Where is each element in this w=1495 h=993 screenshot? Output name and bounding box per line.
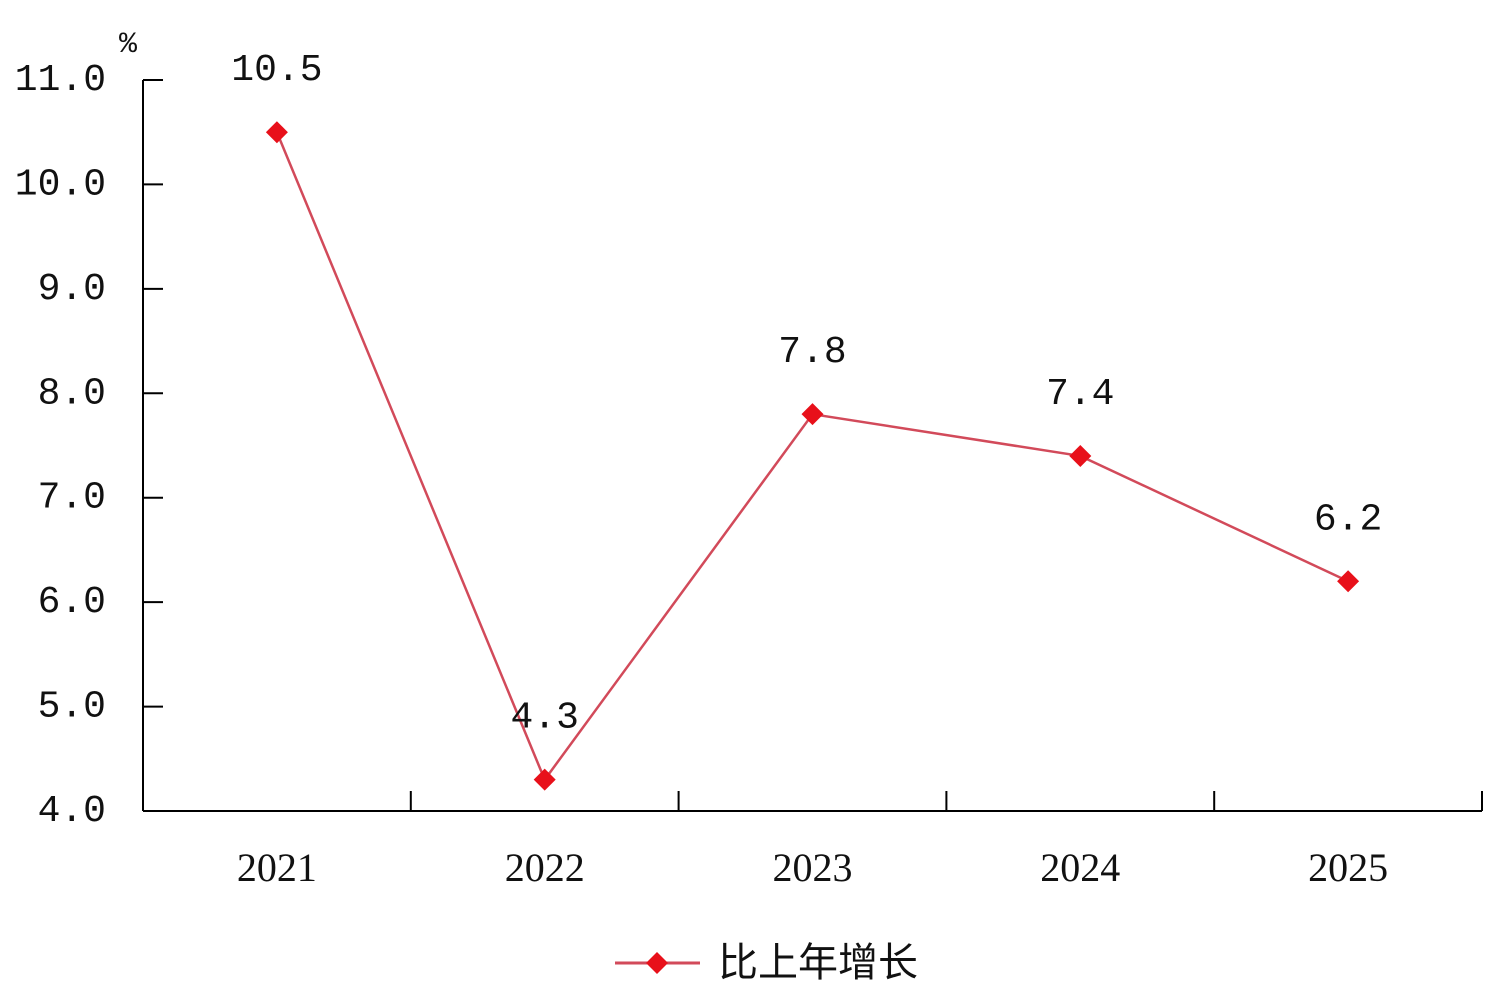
legend-marker [646, 952, 668, 974]
marker [533, 768, 556, 791]
x-tick-label: 2023 [773, 845, 853, 890]
series-line [275, 131, 1349, 783]
x-tick-label: 2022 [505, 845, 585, 890]
y-axis-label: % [119, 28, 138, 62]
y-tick-label: 4.0 [38, 790, 106, 833]
marker [265, 121, 288, 144]
y-tick-label: 10.0 [15, 163, 106, 206]
data-label: 4.3 [510, 697, 578, 740]
y-tick-label: 6.0 [38, 581, 106, 624]
marker [1337, 570, 1360, 593]
y-tick-label: 8.0 [38, 372, 106, 415]
y-tick-label: 9.0 [38, 268, 106, 311]
y-tick-label: 5.0 [38, 686, 106, 729]
legend-label: 比上年增长 [718, 940, 918, 986]
data-label: 7.4 [1046, 373, 1114, 416]
x-tick-label: 2024 [1040, 845, 1120, 890]
data-label: 6.2 [1314, 498, 1382, 541]
data-label: 7.8 [778, 331, 846, 374]
data-label: 10.5 [231, 49, 322, 92]
y-tick-label: 11.0 [15, 59, 106, 102]
x-tick-label: 2021 [237, 845, 317, 890]
x-tick-label: 2025 [1308, 845, 1388, 890]
marker [801, 403, 824, 426]
marker [1069, 444, 1092, 467]
y-tick-label: 7.0 [38, 477, 106, 520]
